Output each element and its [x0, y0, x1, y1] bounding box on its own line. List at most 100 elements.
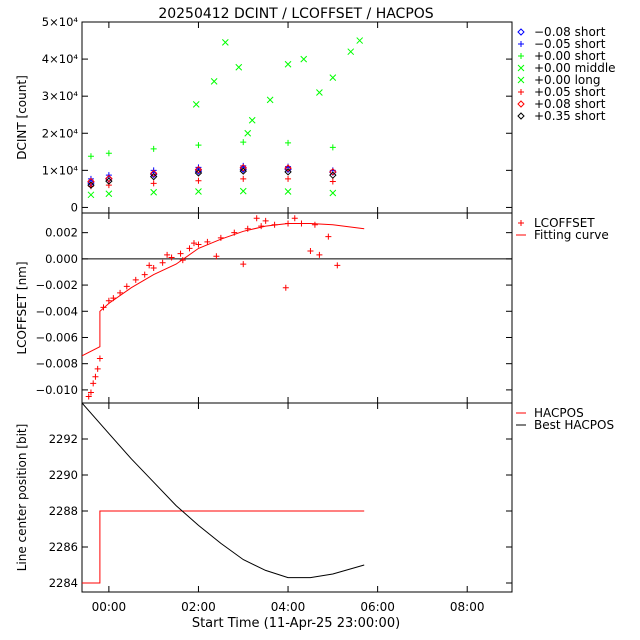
plot-frame [81, 212, 513, 404]
data-point [195, 241, 202, 248]
legend-marker [517, 76, 525, 84]
data-point [285, 139, 292, 146]
panel-1: 0 1×10⁴ 2×10⁴ 3×10⁴ 4×10⁴ 5×10⁴ DCINT [count] −… [15, 15, 616, 214]
plot-frame [81, 402, 513, 593]
data-point [248, 116, 256, 124]
series-line [82, 223, 365, 357]
data-point [132, 276, 139, 283]
x-tick-label: 06:00 [360, 600, 395, 614]
data-point [149, 170, 158, 179]
y-axis-label: LCOFFSET [nm] [15, 261, 29, 354]
legend-label: −0.05 short [534, 37, 606, 51]
data-point [240, 175, 247, 182]
y-tick-label: 2×10⁴ [42, 126, 79, 140]
legend: −0.08 short−0.05 short+0.00 short+0.00 m… [517, 25, 616, 123]
legend-label: LCOFFSET [534, 216, 595, 230]
y-tick-label: 1×10⁴ [42, 163, 79, 177]
legend-label: +0.00 short [534, 49, 606, 63]
data-point [284, 188, 292, 195]
data-point [316, 89, 323, 96]
data-point [329, 74, 337, 81]
data-point [94, 365, 101, 372]
data-point [168, 254, 175, 261]
data-point [284, 168, 292, 176]
panel-3: 2284 2286 2288 2290 2292 00:00 02:00 04:00 06:00… [15, 402, 614, 614]
y-tick-label: 0.002 [45, 226, 78, 240]
plot-area [82, 403, 365, 584]
series-line [82, 403, 365, 579]
data-point [194, 169, 203, 177]
y-tick-label: 5×10⁴ [42, 15, 79, 29]
data-point [329, 144, 336, 151]
data-point [159, 259, 166, 266]
data-point [87, 389, 94, 396]
y-tick-label: 2290 [49, 468, 78, 482]
data-point [221, 39, 229, 46]
y-tick-label: −0.006 [35, 330, 78, 344]
data-point [87, 153, 94, 160]
legend-marker [517, 100, 525, 108]
data-point [117, 289, 124, 296]
data-point [240, 261, 247, 268]
data-point [347, 48, 355, 56]
data-point [146, 262, 153, 269]
data-point [96, 355, 103, 362]
data-point [284, 165, 292, 173]
data-point [316, 251, 323, 258]
data-point [239, 187, 247, 195]
data-point [105, 182, 112, 189]
y-axis-label: Line center position [bit] [15, 424, 29, 572]
data-point [87, 191, 95, 199]
data-point [194, 165, 203, 174]
data-point [284, 60, 292, 68]
data-point [329, 178, 336, 185]
y-tick-label: 0.000 [45, 252, 78, 266]
data-point [150, 180, 157, 187]
x-axis-label: Start Time (11-Apr-25 23:00:00) [192, 616, 400, 631]
data-point [105, 150, 112, 157]
legend-marker [517, 112, 525, 120]
data-point [141, 271, 148, 278]
data-point [105, 174, 113, 183]
data-point [105, 190, 113, 198]
data-point [105, 177, 113, 185]
legend-label: HACPOS [534, 406, 584, 420]
data-point [334, 262, 341, 269]
data-point [179, 257, 186, 264]
data-point [195, 188, 202, 195]
data-point [240, 139, 247, 146]
data-point [258, 223, 265, 230]
data-point [300, 55, 308, 63]
x-tick-label: 08:00 [450, 600, 485, 614]
legend-marker [517, 64, 525, 72]
y-axis-label: DCINT [count] [15, 75, 29, 160]
data-point [100, 304, 107, 311]
legend-label: +0.05 short [534, 85, 606, 99]
data-point [284, 164, 292, 172]
plot-area [87, 37, 364, 199]
data-point [253, 215, 260, 222]
data-point [325, 233, 332, 240]
data-point [262, 217, 269, 224]
legend-label: +0.00 middle [534, 61, 616, 75]
x-tick-label: 00:00 [92, 600, 127, 614]
y-tick-label: −0.002 [35, 278, 78, 292]
legend-marker [518, 89, 524, 95]
data-point [285, 175, 292, 182]
data-point [190, 240, 197, 247]
data-point [329, 168, 337, 176]
y-tick-label: 4×10⁴ [42, 52, 79, 66]
data-point [204, 238, 211, 245]
legend-label: Fitting curve [534, 228, 609, 242]
data-point [213, 253, 220, 260]
legend-label: −0.08 short [534, 25, 606, 39]
data-point [266, 96, 274, 104]
data-point [210, 77, 218, 85]
data-point [150, 188, 158, 196]
data-point [123, 283, 130, 290]
data-point [105, 297, 112, 304]
data-point [235, 63, 243, 71]
data-point [291, 215, 298, 222]
